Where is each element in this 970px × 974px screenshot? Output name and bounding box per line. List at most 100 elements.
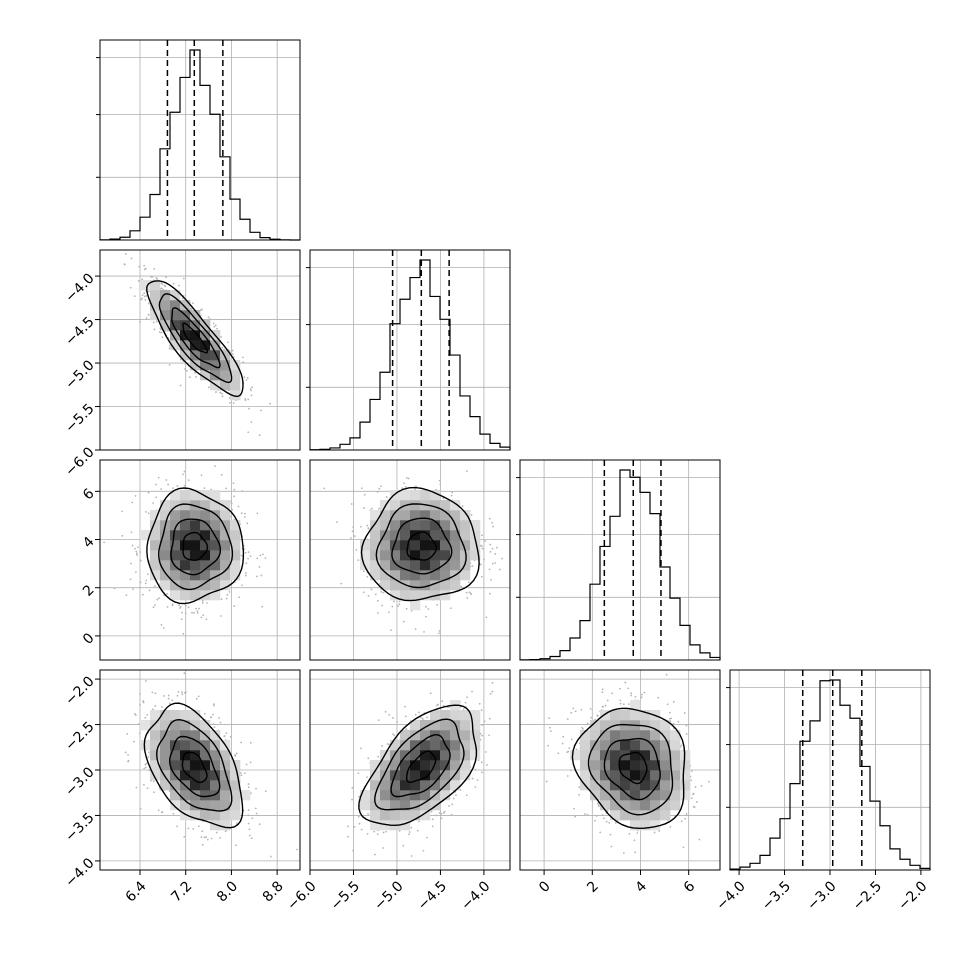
xtick-label: 4 [633,878,651,896]
scatter-point [578,793,581,796]
scatter-point [373,830,376,833]
density-cell [210,810,221,821]
scatter-point [136,554,138,556]
scatter-point [223,348,225,351]
density-cell [640,730,651,741]
scatter-point [221,395,224,398]
xtick-label: −2.0 [895,878,930,913]
scatter-point [198,607,200,610]
scatter-point [138,320,141,323]
scatter-point [443,810,446,813]
scatter-point [685,733,688,735]
density-cell [400,770,411,781]
scatter-point [139,581,142,584]
density-cell [370,810,381,821]
scatter-point [203,487,206,490]
density-cell [390,810,401,821]
scatter-point [380,485,382,488]
density-cell [440,580,451,591]
scatter-point [584,813,586,815]
scatter-point [141,278,144,281]
scatter-point [205,836,207,838]
scatter-point [194,375,197,378]
density-cell [620,770,631,781]
density-cell [440,510,451,521]
scatter-point [435,814,437,817]
xtick-label: −3.0 [804,878,839,913]
density-cell [370,560,381,571]
scatter-point [451,803,454,806]
scatter-point [158,331,161,334]
density-cell [190,360,201,371]
contour-0 [181,751,208,784]
contour-1 [170,518,222,576]
density-cell [160,750,171,761]
scatter-point [249,761,252,764]
density-cell [170,290,181,301]
contour-2 [158,293,233,384]
density-cell [190,520,201,531]
density-cell [610,760,621,771]
density-cell [440,550,451,561]
scatter-point [166,592,169,595]
density-cell [570,750,581,761]
scatter-point [210,716,212,719]
density-cell [440,770,451,781]
density-cell [460,720,471,731]
density-cell [200,520,211,531]
scatter-point [419,716,422,719]
scatter-point [162,288,164,291]
scatter-point [212,723,215,725]
contour-1 [171,307,221,369]
density-cell [370,540,381,551]
density-cell [680,780,691,791]
density-cell [190,500,201,511]
scatter-point [641,693,643,696]
scatter-point [466,696,469,699]
density-cell [400,490,411,501]
scatter-point [214,324,217,327]
density-cell [630,790,641,801]
density-cell [180,730,191,741]
scatter-point [255,787,257,790]
scatter-point [570,769,572,772]
ytick-label: −4.5 [62,314,97,349]
density-cell [420,570,431,581]
density-cell [640,710,651,721]
scatter-point [146,787,149,790]
scatter-point [213,726,216,729]
scatter-point [259,554,262,557]
density-cell [170,760,181,771]
density-cell [420,800,431,811]
scatter-point [732,780,734,782]
contour-2 [375,503,467,589]
density-cell [160,510,171,521]
density-cell [430,710,441,721]
density-cell [200,780,211,791]
scatter-point [694,786,697,788]
scatter-point [250,394,253,397]
density-cell [420,560,431,571]
density-cell [190,740,201,751]
scatter-point [130,257,133,260]
density-cell [440,720,451,731]
density-cell [190,780,201,791]
density-cell [200,360,211,371]
density-cell [220,580,231,591]
scatter-point [158,597,160,600]
scatter-point [658,830,661,832]
scatter-point [202,614,205,617]
density-cell [390,520,401,531]
density-cell [650,720,661,731]
scatter-point [131,544,134,547]
density-cell [410,760,421,771]
density-cell [220,530,231,541]
density-cell [610,790,621,801]
density-cell [460,730,471,741]
scatter-point [141,294,144,297]
density-cell [460,710,471,721]
scatter-point [151,708,154,711]
density-cell [380,580,391,591]
scatter-point [492,525,494,528]
scatter-point [147,512,150,515]
